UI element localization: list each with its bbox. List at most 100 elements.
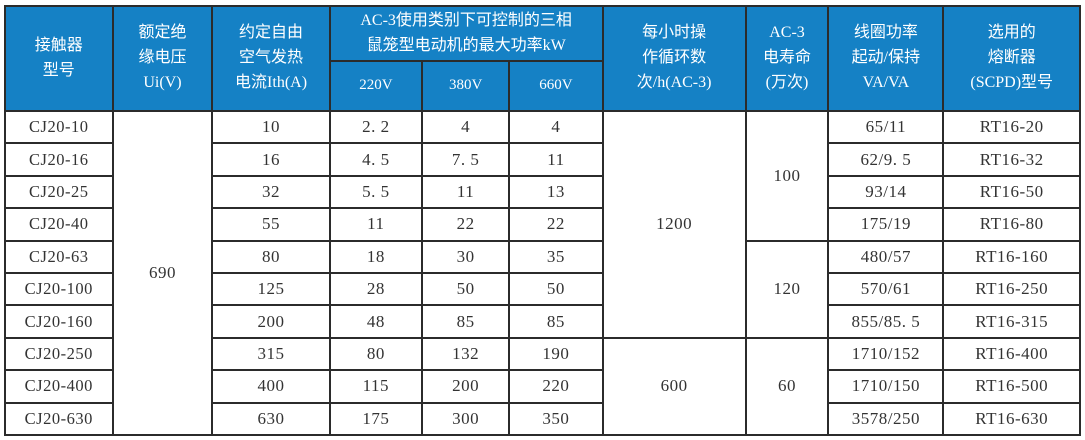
cell-fuse: RT16-160: [942, 239, 1081, 274]
cell-ith: 10: [211, 109, 331, 145]
cell-kw380: 11: [421, 174, 511, 210]
table-row: CJ20-250 315 80 132 190 600 60 1710/152 …: [4, 336, 1081, 437]
cell-kw220: 5. 5: [328, 174, 424, 210]
cell-model: CJ20-16: [4, 142, 114, 177]
cell-coil-power: 62/9. 5: [827, 142, 945, 177]
cell-model: CJ20-40: [4, 207, 114, 242]
cell-kw660: 11: [508, 142, 604, 177]
cell-kw660: 4: [508, 109, 604, 145]
cell-coil-power: 65/11: [827, 109, 945, 145]
cell-kw660: 350: [508, 401, 604, 437]
header-electrical-life: AC-3 电寿命 (万次): [744, 5, 830, 112]
cell-fuse: RT16-400: [942, 336, 1081, 372]
cell-kw660: 220: [508, 369, 604, 404]
cell-fuse: RT16-80: [942, 207, 1081, 242]
cell-kw380: 7. 5: [421, 142, 511, 177]
cell-ith: 80: [211, 239, 331, 274]
cell-electrical-life: 60: [744, 336, 830, 437]
cell-kw660: 13: [508, 174, 604, 210]
table-row: CJ20-630 630 175 300 350 3578/250 RT16-6…: [4, 401, 1081, 437]
cell-kw220: 11: [328, 207, 424, 242]
cell-model: CJ20-10: [4, 109, 114, 145]
cell-kw220: 48: [328, 304, 424, 339]
cell-kw380: 200: [421, 369, 511, 404]
cell-ith: 32: [211, 174, 331, 210]
cell-ith: 55: [211, 207, 331, 242]
cell-kw380: 132: [421, 336, 511, 372]
cell-kw660: 22: [508, 207, 604, 242]
cell-kw220: 28: [328, 271, 424, 307]
table-row: CJ20-10 690 10 2. 2 4 4 1200 100 65/11 R…: [4, 109, 1081, 436]
header-kw-220v: 220V: [328, 60, 424, 112]
cell-fuse: RT16-315: [942, 304, 1081, 339]
cell-kw220: 4. 5: [328, 142, 424, 177]
cell-kw380: 4: [421, 109, 511, 145]
cell-kw220: 80: [328, 336, 424, 372]
header-kw-660v: 660V: [508, 60, 604, 112]
cell-coil-power: 1710/150: [827, 369, 945, 404]
table-row: CJ20-160 200 48 85 85 855/85. 5 RT16-315: [4, 304, 1081, 339]
cell-ith: 315: [211, 336, 331, 372]
cell-kw660: 50: [508, 271, 604, 307]
header-contactor-model: 接触器 型号: [4, 5, 114, 112]
header-fuse-type: 选用的 熔断器 (SCPD)型号: [942, 5, 1081, 112]
cell-ops-per-hour: 600: [601, 336, 747, 437]
cell-coil-power: 1710/152: [827, 336, 945, 372]
cell-kw220: 175: [328, 401, 424, 437]
cell-ith: 125: [211, 271, 331, 307]
cell-model: CJ20-63: [4, 239, 114, 274]
cell-electrical-life: 120: [744, 239, 830, 339]
cell-coil-power: 3578/250: [827, 401, 945, 437]
table-body: CJ20-10 690 10 2. 2 4 4 1200 100 65/11 R…: [4, 109, 1081, 437]
cell-model: CJ20-100: [4, 271, 114, 307]
cell-kw220: 18: [328, 239, 424, 274]
cell-kw660: 35: [508, 239, 604, 274]
header-kw-group: AC-3使用类别下可控制的三相 鼠笼型电动机的最大功率kW: [328, 5, 604, 62]
cell-kw380: 50: [421, 271, 511, 307]
cell-fuse: RT16-32: [942, 142, 1081, 177]
table-header: 接触器 型号 额定绝 缘电压 Ui(V) 约定自由 空气发热 电流Ith(A) …: [4, 5, 1081, 112]
table-row: CJ20-63 80 18 30 35 120 480/57 RT16-160: [4, 239, 1081, 339]
table-row: CJ20-16 16 4. 5 7. 5 11 62/9. 5 RT16-32: [4, 142, 1081, 177]
header-insulation-voltage: 额定绝 缘电压 Ui(V): [111, 5, 214, 112]
cell-ops-per-hour: 1200: [601, 110, 747, 339]
cell-kw660: 190: [508, 336, 604, 372]
cell-fuse: RT16-20: [942, 109, 1081, 145]
cell-fuse: RT16-50: [942, 174, 1081, 210]
cell-fuse: RT16-250: [942, 271, 1081, 307]
cell-ith: 630: [211, 401, 331, 437]
cell-model: CJ20-160: [4, 304, 114, 339]
header-coil-power: 线圈功率 起动/保持 VA/VA: [827, 5, 945, 112]
cell-coil-power: 480/57: [827, 239, 945, 274]
cell-electrical-life: 100: [744, 110, 830, 242]
cell-insulation-voltage: 690: [111, 110, 214, 436]
cell-kw380: 22: [421, 207, 511, 242]
cell-kw380: 85: [421, 304, 511, 339]
table-row: CJ20-40 55 11 22 22 175/19 RT16-80: [4, 207, 1081, 242]
cell-coil-power: 570/61: [827, 271, 945, 307]
cell-model: CJ20-630: [4, 401, 114, 437]
table-row: CJ20-400 400 115 200 220 1710/150 RT16-5…: [4, 369, 1081, 404]
cell-kw660: 85: [508, 304, 604, 339]
cell-kw380: 300: [421, 401, 511, 437]
cell-ith: 400: [211, 369, 331, 404]
table-row: CJ20-25 32 5. 5 11 13 93/14 RT16-50: [4, 174, 1081, 210]
header-kw-380v: 380V: [421, 60, 511, 112]
cell-kw220: 2. 2: [328, 109, 424, 145]
cell-model: CJ20-250: [4, 336, 114, 372]
table-row: CJ20-100 125 28 50 50 570/61 RT16-250: [4, 271, 1081, 307]
cell-model: CJ20-25: [4, 174, 114, 210]
contactor-spec-table: 接触器 型号 额定绝 缘电压 Ui(V) 约定自由 空气发热 电流Ith(A) …: [4, 5, 1081, 437]
cell-ith: 200: [211, 304, 331, 339]
cell-kw380: 30: [421, 239, 511, 274]
cell-fuse: RT16-500: [942, 369, 1081, 404]
cell-fuse: RT16-630: [942, 401, 1081, 437]
header-ops-per-hour: 每小时操 作循环数 次/h(AC-3): [601, 5, 747, 112]
cell-kw220: 115: [328, 369, 424, 404]
cell-coil-power: 93/14: [827, 174, 945, 210]
cell-model: CJ20-400: [4, 369, 114, 404]
header-thermal-current: 约定自由 空气发热 电流Ith(A): [211, 5, 331, 112]
cell-coil-power: 175/19: [827, 207, 945, 242]
cell-ith: 16: [211, 142, 331, 177]
